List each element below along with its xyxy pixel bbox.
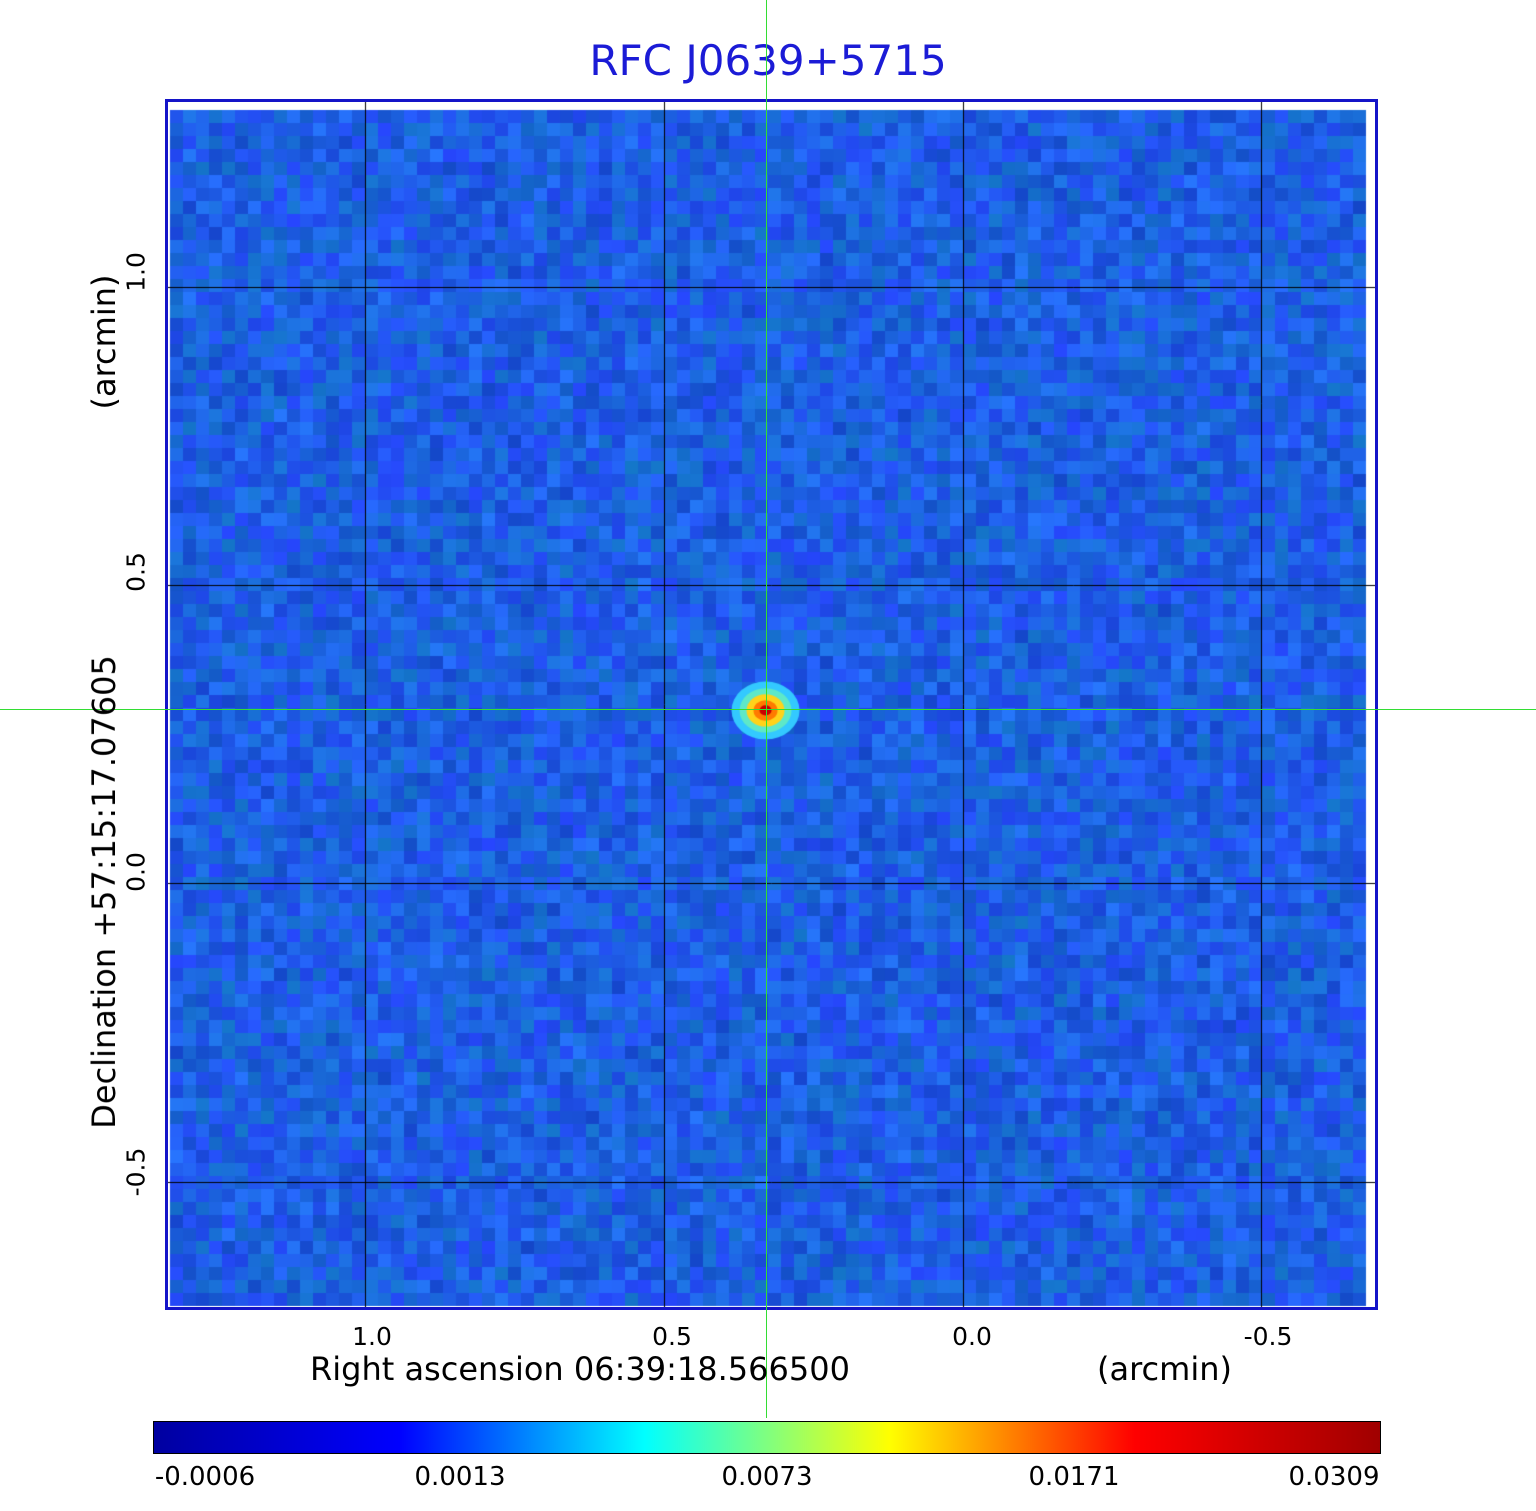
colorbar-label: 0.0309 — [1288, 1462, 1380, 1492]
y-tick-label: 0.5 — [121, 552, 151, 592]
y-tick-label: -0.5 — [121, 1147, 151, 1197]
x-tick-label: -0.5 — [1243, 1322, 1293, 1351]
colorbar-label: 0.0171 — [1028, 1462, 1120, 1492]
x-axis-label: Right ascension 06:39:18.566500 — [310, 1350, 850, 1388]
x-tick-label: 1.0 — [352, 1322, 392, 1351]
colorbar-label: 0.0073 — [721, 1462, 813, 1492]
y-tick-label: 1.0 — [121, 252, 151, 292]
radio-image-map — [168, 102, 1375, 1307]
x-tick-label: 0.0 — [952, 1322, 992, 1351]
image-frame — [165, 99, 1378, 1310]
y-axis-label: Declination +57:15:17.07605 — [85, 655, 123, 1129]
plot-title: RFC J0639+5715 — [589, 36, 947, 85]
colorbar — [153, 1421, 1381, 1454]
x-tick-label: 0.5 — [652, 1322, 692, 1351]
y-tick-label: 0.0 — [121, 852, 151, 892]
x-axis-unit: (arcmin) — [1097, 1350, 1232, 1388]
crosshair-horizontal — [0, 709, 1536, 710]
colorbar-label: 0.0013 — [414, 1462, 506, 1492]
colorbar-label: -0.0006 — [154, 1462, 256, 1492]
y-axis-unit: (arcmin) — [85, 274, 123, 410]
